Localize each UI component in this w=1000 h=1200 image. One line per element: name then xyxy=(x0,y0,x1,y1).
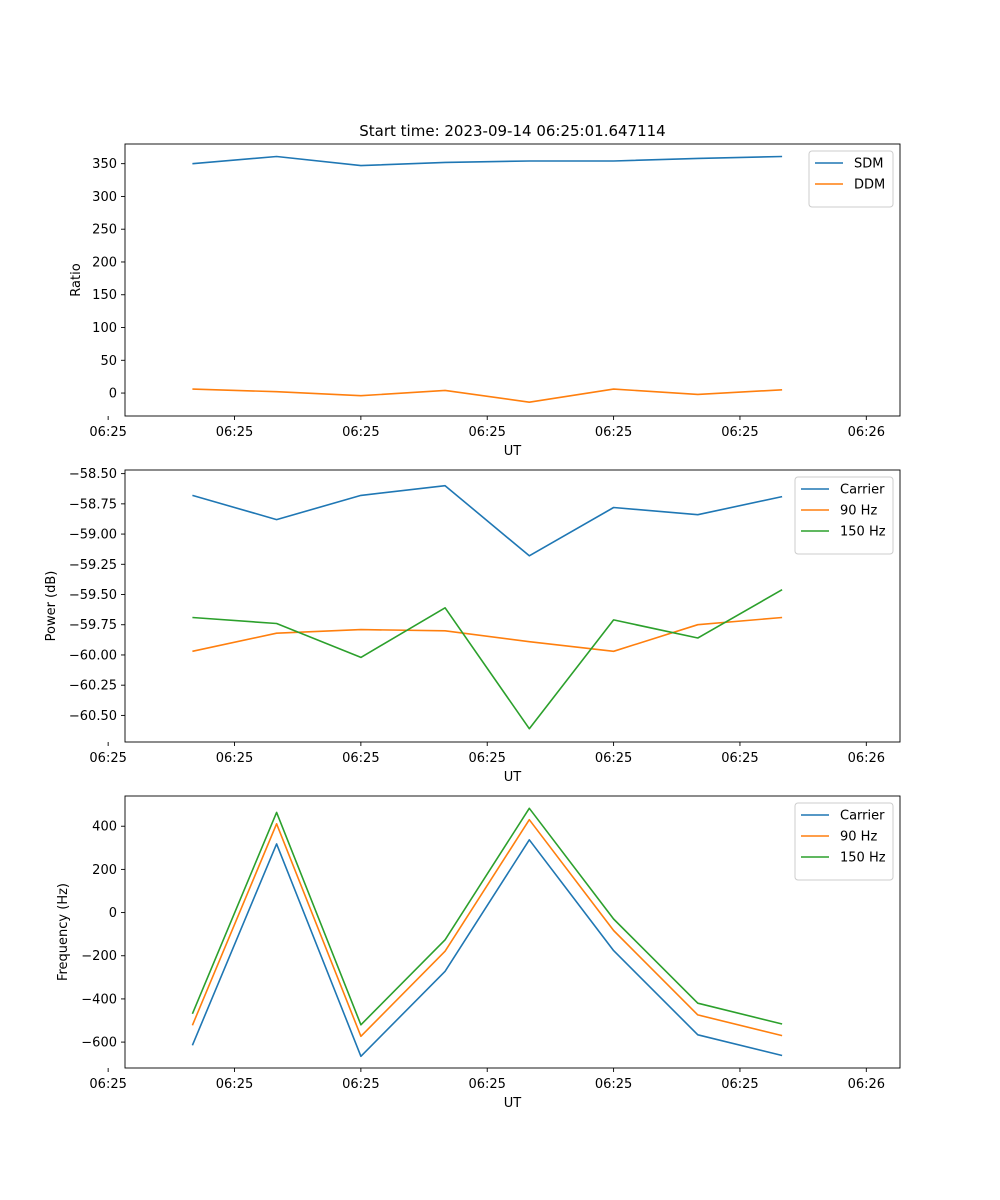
y-axis-label: Frequency (Hz) xyxy=(56,883,71,981)
x-tick-label: 06:25 xyxy=(721,425,758,440)
y-tick-label: −59.00 xyxy=(69,528,117,543)
y-tick-label: −59.75 xyxy=(69,618,117,633)
y-tick-label: −58.75 xyxy=(69,497,117,512)
x-tick-label: 06:25 xyxy=(89,425,126,440)
y-tick-label: −400 xyxy=(81,992,117,1007)
x-tick-label: 06:25 xyxy=(342,425,379,440)
y-tick-label: 250 xyxy=(92,223,117,238)
legend-entry: 150 Hz xyxy=(840,525,886,540)
chart-title: Start time: 2023-09-14 06:25:01.647114 xyxy=(359,122,665,140)
y-tick-label: −60.00 xyxy=(69,648,117,663)
legend: Carrier 90 Hz 150 Hz xyxy=(794,476,894,555)
x-tick-label: 06:25 xyxy=(595,751,632,766)
y-tick-label: −59.50 xyxy=(69,588,117,603)
y-tick-label: −58.50 xyxy=(69,467,117,482)
x-tick-label: 06:25 xyxy=(89,751,126,766)
legend-entry: 90 Hz xyxy=(840,504,877,519)
y-axis-label: Ratio xyxy=(69,263,84,296)
x-tick-label: 06:25 xyxy=(595,1077,632,1092)
series-line-90-hz xyxy=(191,818,783,1038)
legend-entry: SDM xyxy=(854,157,883,172)
x-tick-label: 06:25 xyxy=(721,1077,758,1092)
series-line-150-hz xyxy=(192,589,783,730)
y-tick-label: −60.50 xyxy=(69,709,117,724)
y-tick-label: 0 xyxy=(109,906,117,921)
charts-container: 06:25 06:25 06:25 06:25 06:25 06:25 06:26 0 50 10… xyxy=(44,122,901,1111)
y-tick-label: 200 xyxy=(92,863,117,878)
legend-box xyxy=(794,476,894,555)
y-tick-label: 300 xyxy=(92,190,117,205)
x-tick-label: 06:25 xyxy=(216,1077,253,1092)
series-line-sdm xyxy=(192,155,783,167)
x-tick-label: 06:26 xyxy=(848,751,885,766)
chart-panel-3: 06:25 06:25 06:25 06:25 06:25 06:25 06:26 −600 −… xyxy=(56,795,901,1111)
x-tick-label: 06:25 xyxy=(342,751,379,766)
y-tick-label: 150 xyxy=(92,288,117,303)
legend: Carrier 90 Hz 150 Hz xyxy=(794,802,894,881)
x-tick-label: 06:25 xyxy=(468,425,505,440)
x-tick-label: 06:25 xyxy=(595,425,632,440)
series-line-carrier xyxy=(192,484,783,557)
legend-entry: 90 Hz xyxy=(840,830,877,845)
legend-entry: DDM xyxy=(854,178,885,193)
series-line-90-hz xyxy=(192,616,783,653)
y-tick-label: 100 xyxy=(92,321,117,336)
legend-entry: Carrier xyxy=(840,483,885,498)
axes-frame xyxy=(124,143,901,417)
x-tick-label: 06:25 xyxy=(721,751,758,766)
x-tick-label: 06:25 xyxy=(216,425,253,440)
x-tick-label: 06:25 xyxy=(468,1077,505,1092)
legend-box xyxy=(794,802,894,881)
series-line-ddm xyxy=(192,388,783,404)
chart-panel-2: 06:25 06:25 06:25 06:25 06:25 06:25 06:26 −58.5… xyxy=(44,467,901,785)
legend-entry: 150 Hz xyxy=(840,851,886,866)
x-tick-label: 06:25 xyxy=(89,1077,126,1092)
x-axis-label: UT xyxy=(504,1096,522,1111)
y-tick-label: 50 xyxy=(100,354,117,369)
y-tick-label: 400 xyxy=(92,820,117,835)
x-tick-label: 06:25 xyxy=(468,751,505,766)
chart-panel-1: 06:25 06:25 06:25 06:25 06:25 06:25 06:26 0 50 10… xyxy=(69,122,901,459)
legend-box xyxy=(808,150,894,208)
axes-frame xyxy=(124,795,901,1069)
axes-frame xyxy=(124,469,901,743)
y-tick-label: −59.25 xyxy=(69,558,117,573)
y-tick-label: 0 xyxy=(109,387,117,402)
y-tick-label: −600 xyxy=(81,1036,117,1051)
y-tick-label: 200 xyxy=(92,255,117,270)
x-tick-label: 06:26 xyxy=(848,425,885,440)
legend-entry: Carrier xyxy=(840,809,885,824)
x-tick-label: 06:26 xyxy=(848,1077,885,1092)
x-axis-label: UT xyxy=(504,770,522,785)
series-line-carrier xyxy=(191,838,783,1058)
y-tick-label: −60.25 xyxy=(69,679,117,694)
y-tick-label: 350 xyxy=(92,157,117,172)
x-axis-label: UT xyxy=(504,444,522,459)
x-tick-label: 06:25 xyxy=(342,1077,379,1092)
y-tick-label: −200 xyxy=(81,949,117,964)
y-axis-label: Power (dB) xyxy=(44,571,59,642)
legend: SDM DDM xyxy=(808,150,894,208)
series-line-150-hz xyxy=(191,807,783,1026)
x-tick-label: 06:25 xyxy=(216,751,253,766)
